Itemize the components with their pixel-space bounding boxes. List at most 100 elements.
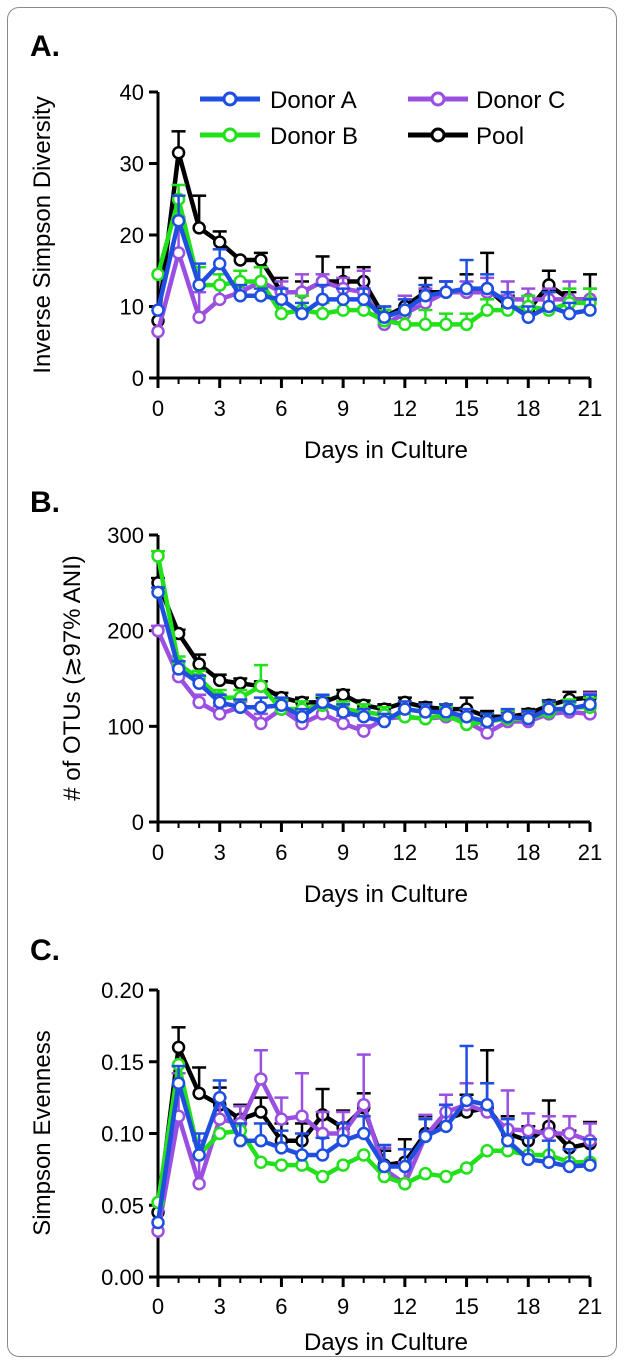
y-tick-label: 30 (120, 152, 144, 177)
data-point-donor-c (192, 695, 206, 710)
x-tick-label: 18 (516, 396, 540, 421)
y-tick-label: 0.00 (101, 1265, 144, 1290)
data-point-donor-a (233, 700, 248, 714)
data-point-donor-a (521, 1152, 536, 1167)
data-point-donor-b (254, 679, 268, 693)
data-point-pool (233, 676, 248, 691)
legend-item-donor-c: Donor C (408, 87, 565, 114)
data-point-donor-a (151, 303, 165, 317)
data-point-donor-a (377, 714, 392, 729)
data-point-donor-a (336, 1133, 350, 1148)
data-point-pool (171, 1040, 186, 1055)
data-point-donor-a (377, 1159, 392, 1174)
data-point-donor-c (562, 1126, 577, 1141)
legend-label-donor-c: Donor C (476, 87, 565, 114)
x-tick-label: 15 (454, 840, 478, 865)
data-point-donor-a (233, 1133, 248, 1148)
data-point-donor-a (583, 303, 597, 317)
data-point-donor-b (254, 1155, 268, 1169)
data-point-donor-c (212, 1112, 227, 1126)
data-point-donor-b (336, 303, 350, 317)
y-tick-label: 40 (120, 80, 144, 105)
data-point-donor-a (212, 1090, 227, 1105)
y-tick-label: 300 (107, 523, 144, 548)
x-tick-label: 18 (516, 1294, 540, 1319)
x-tick-label: 3 (214, 1294, 226, 1319)
series-line-donor-a (155, 1081, 591, 1223)
y-tick-label: 0 (132, 366, 144, 391)
data-point-donor-b (418, 1166, 433, 1181)
data-point-donor-b (315, 1169, 330, 1184)
data-point-donor-b (480, 303, 494, 317)
x-axis-title: Days in Culture (304, 881, 468, 908)
data-point-donor-b (315, 306, 330, 321)
data-point-donor-c (192, 1176, 206, 1191)
x-tick-label: 12 (393, 1294, 417, 1319)
data-point-donor-a (459, 1093, 474, 1108)
data-point-donor-a (192, 278, 206, 292)
data-point-pool (336, 688, 350, 702)
data-point-donor-a (151, 1215, 165, 1230)
data-point-donor-a (336, 705, 350, 719)
data-point-donor-a (274, 1141, 289, 1155)
data-point-donor-c (295, 1109, 309, 1124)
data-point-donor-a (459, 281, 474, 296)
data-point-donor-a (500, 296, 515, 310)
chart-panel-b: 0 100 200 300 0 3 6 9 12 15 18 21 Days in Culture # o… (59, 523, 602, 908)
data-point-donor-a (315, 695, 330, 710)
data-point-donor-a (295, 306, 309, 321)
data-point-donor-c (151, 324, 165, 339)
data-point-donor-a (192, 1148, 206, 1162)
data-point-donor-a (377, 310, 392, 324)
data-point-donor-a (398, 303, 412, 317)
data-point-donor-a (356, 1126, 371, 1141)
y-tick-label: 0.15 (101, 1050, 144, 1075)
data-point-donor-c (171, 246, 186, 260)
x-tick-label: 12 (393, 396, 417, 421)
y-tick-label: 10 (120, 295, 144, 320)
x-tick-label: 6 (275, 1294, 287, 1319)
x-tick-label: 0 (152, 396, 164, 421)
data-point-donor-a (171, 213, 186, 228)
data-point-pool (192, 221, 206, 235)
y-tick-label: 20 (120, 223, 144, 248)
data-point-donor-a (171, 1076, 186, 1091)
data-point-donor-b (212, 278, 227, 292)
series-line-donor-a (155, 591, 591, 724)
y-tick-label: 0.20 (101, 978, 144, 1003)
data-point-donor-b (439, 1169, 453, 1184)
y-tick-label: 200 (107, 619, 144, 644)
legend-label-donor-b: Donor B (270, 123, 358, 150)
data-point-donor-a (439, 1119, 453, 1134)
data-point-donor-a (315, 292, 330, 307)
data-point-donor-c (480, 726, 494, 740)
data-point-donor-b (356, 1148, 371, 1162)
data-point-donor-b (356, 303, 371, 317)
series-line-donor-a (155, 218, 591, 320)
x-tick-label: 15 (454, 1294, 478, 1319)
x-tick-label: 3 (214, 396, 226, 421)
data-point-donor-a (542, 299, 556, 314)
x-tick-label: 21 (578, 840, 602, 865)
data-point-donor-a (480, 714, 494, 729)
x-axis-title: Days in Culture (304, 437, 468, 464)
data-point-donor-c (356, 724, 371, 738)
panel-b-label: B. (30, 486, 60, 519)
legend-label-donor-a: Donor A (270, 87, 357, 114)
data-point-donor-a (418, 289, 433, 303)
x-tick-label: 21 (578, 1294, 602, 1319)
data-point-pool (192, 657, 206, 671)
x-tick-label: 9 (337, 1294, 349, 1319)
data-point-pool (254, 1105, 268, 1119)
data-point-pool (212, 235, 227, 249)
data-point-donor-b (418, 317, 433, 332)
y-tick-label: 0 (132, 810, 144, 835)
series-donor-a (151, 585, 597, 729)
series-donor-a (151, 194, 597, 324)
data-point-donor-c (521, 1123, 536, 1138)
data-point-donor-a (542, 1155, 556, 1169)
data-point-donor-a (356, 710, 371, 724)
data-point-donor-a (295, 710, 309, 724)
chart-panel-a: 0 10 20 30 40 0 3 6 9 12 15 18 21 Days in Culture Inve… (29, 80, 602, 464)
